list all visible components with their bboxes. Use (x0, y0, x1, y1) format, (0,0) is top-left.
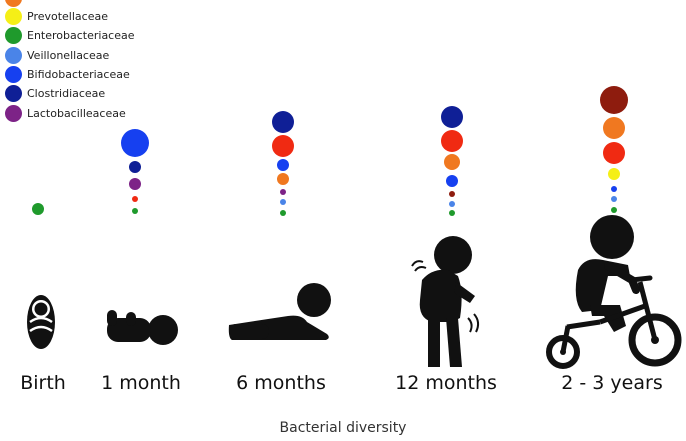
bacteria-dot-navy (272, 111, 294, 133)
bacteria-dot-blue (611, 186, 617, 192)
legend-dot-yellow (5, 7, 22, 25)
bacteria-dot-red (272, 135, 294, 157)
crawling-baby-icon (228, 283, 331, 340)
bacteria-dot-blue (446, 175, 458, 187)
stage-label-2-3-years: 2 - 3 years (561, 372, 663, 394)
bacteria-dot-lightblue (611, 196, 617, 202)
swaddled-baby-icon (27, 295, 55, 349)
stage-label-1-month: 1 month (101, 372, 181, 394)
bacteria-dot-red (132, 196, 138, 202)
bacteria-dot-navy (441, 106, 463, 128)
legend-item-veillonellaceae: Veillonellaceae (5, 45, 109, 65)
bacteria-dot-blue (121, 129, 149, 157)
legend-dot-green (5, 26, 22, 44)
legend-dot-lightblue (5, 46, 22, 64)
legend-item-top (5, 0, 27, 8)
legend-item-bifidobacteriaceae: Bifidobacteriaceae (5, 64, 130, 84)
bacteria-dot-orange (277, 173, 289, 185)
legend-item-clostridiaceae: Clostridiaceae (5, 83, 105, 103)
bacteria-dot-orange (444, 154, 460, 170)
lying-baby-icon (107, 310, 178, 345)
legend-label: Veillonellaceae (27, 48, 110, 62)
bacteria-dot-green (449, 210, 455, 216)
bacteria-dot-green (280, 210, 286, 216)
bacteria-dot-green (32, 203, 44, 215)
bacteria-dot-navy (129, 161, 141, 173)
bacteria-dot-orange (603, 117, 625, 139)
bacteria-dot-purple (129, 178, 141, 190)
stage-label-6-months: 6 months (236, 372, 326, 394)
legend-label: Enterobacteriaceae (27, 28, 135, 42)
bacteria-dot-lightblue (280, 199, 286, 205)
child-on-tricycle-icon (546, 215, 682, 369)
legend-dot-blue (5, 65, 22, 83)
legend-dot-purple (5, 104, 22, 122)
legend-label: Bifidobacteriaceae (27, 67, 130, 81)
legend-dot-navy (5, 84, 22, 102)
bacteria-dot-lightblue (449, 201, 455, 207)
legend-label: Prevotellaceae (27, 9, 108, 23)
bacteria-dot-red (603, 142, 625, 164)
legend-item-prevotellaceae: Prevotellaceae (5, 6, 108, 26)
bacteria-dot-green (132, 208, 138, 214)
bacteria-dot-yellow (608, 168, 620, 180)
stage-label-birth: Birth (20, 372, 66, 394)
footer-caption: Bacterial diversity (279, 420, 407, 436)
bacteria-dot-darkred (600, 86, 628, 114)
legend-label: Clostridiaceae (27, 86, 106, 100)
bacteria-dot-red (441, 130, 463, 152)
bacteria-dot-green (611, 207, 617, 213)
bacteria-dot-darkred (449, 191, 455, 197)
bacteria-dot-blue (277, 159, 289, 171)
bacteria-dot-purple (280, 189, 286, 195)
stage-label-12-months: 12 months (395, 372, 497, 394)
legend-dot-orange (5, 0, 22, 7)
walking-toddler-icon (411, 236, 480, 367)
legend-item-lactobacilleaceae: Lactobacilleaceae (5, 103, 126, 123)
legend-label: Lactobacilleaceae (27, 106, 126, 120)
legend-item-enterobacteriaceae: Enterobacteriaceae (5, 25, 135, 45)
